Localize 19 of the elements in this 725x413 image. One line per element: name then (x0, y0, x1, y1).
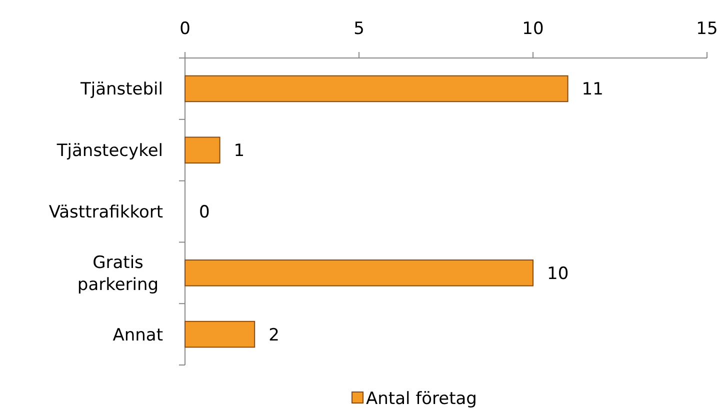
x-tick-label: 10 (522, 19, 544, 39)
data-label: 11 (582, 80, 604, 100)
x-tick-label: 15 (696, 19, 718, 39)
y-tick-label: Tjänstebil (79, 80, 163, 100)
x-tick-label: 5 (354, 19, 364, 39)
bar (184, 320, 256, 348)
data-label: 0 (199, 202, 210, 222)
data-label: 10 (547, 264, 569, 284)
bar (184, 75, 568, 102)
bar (184, 136, 220, 164)
data-label: 1 (234, 141, 245, 162)
legend-label: Antal företag (366, 388, 477, 409)
y-tick-label: Västtrafikkort (48, 202, 164, 222)
x-tick-label: 0 (180, 19, 190, 39)
y-tick-label: Annat (112, 325, 164, 346)
y-tick-label: Gratis parkering (77, 252, 159, 295)
data-label: 2 (268, 325, 280, 346)
y-tick-label: Tjänstecykel (56, 141, 163, 162)
bar (184, 260, 534, 286)
